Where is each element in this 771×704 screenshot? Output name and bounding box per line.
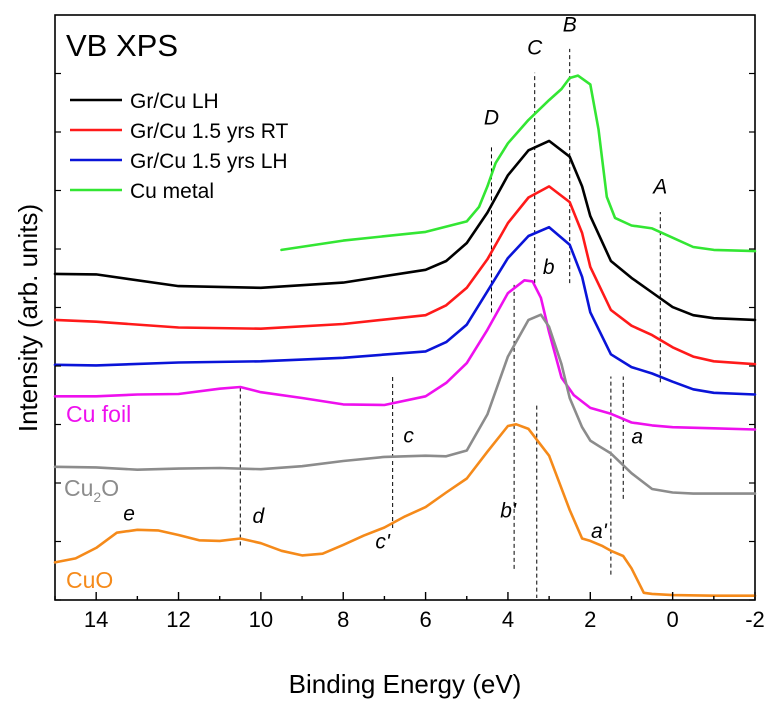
chart-title: VB XPS <box>66 28 178 63</box>
series-line-gr-cu-1-5-yrs-lh <box>53 225 757 396</box>
x-tick-label: 8 <box>337 607 349 632</box>
series-line-gr-cu-lh <box>53 139 757 322</box>
x-tick-label: 6 <box>419 607 431 632</box>
legend-label-gr-cu-lh: Gr/Cu LH <box>130 90 219 113</box>
y-axis-label: Intensity (arb. units) <box>13 204 43 432</box>
x-tick-label: 2 <box>584 607 596 632</box>
marker-label-cprime: c' <box>375 530 391 553</box>
x-tick-label: -2 <box>745 607 765 632</box>
curve-label-cu2o: Cu2O <box>64 475 119 505</box>
legend-label-gr-cu-1-5-yrs-lh: Gr/Cu 1.5 yrs LH <box>130 150 288 173</box>
series-line-cu-foil <box>53 279 757 431</box>
legend-label-gr-cu-1-5-yrs-rt: Gr/Cu 1.5 yrs RT <box>130 120 288 143</box>
marker-label-d: d <box>252 505 265 528</box>
x-tick-label: 12 <box>166 607 190 632</box>
marker-label-d: D <box>484 107 499 130</box>
marker-label-c: c <box>403 424 414 447</box>
marker-label-e: e <box>123 502 135 525</box>
curve-label-cuo: CuO <box>66 567 113 593</box>
series-line-gr-cu-1-5-yrs-rt <box>53 185 757 366</box>
legend: Gr/Cu LH Gr/Cu 1.5 yrs RT Gr/Cu 1.5 yrs LH… <box>70 90 288 203</box>
series-line-cuo <box>53 423 757 597</box>
marker-label-bprime: b' <box>500 500 517 523</box>
legend-label-cu-metal: Cu metal <box>130 180 214 203</box>
curve-label-cu-foil: Cu foil <box>66 401 131 427</box>
marker-label-a: a <box>631 426 643 449</box>
marker-label-b: b <box>543 256 555 279</box>
x-axis-label: Binding Energy (eV) <box>289 669 522 699</box>
marker-label-aprime: a' <box>591 520 608 543</box>
marker-label-c: C <box>527 37 543 60</box>
x-tick-label: 14 <box>84 607 108 632</box>
x-tick-label: 0 <box>667 607 679 632</box>
marker-label-a: A <box>651 175 667 198</box>
series-line-cu-metal <box>280 74 757 253</box>
x-tick-label: 10 <box>249 607 273 632</box>
series-line-cu-o <box>53 313 757 495</box>
marker-label-b: B <box>563 13 577 36</box>
x-tick-label: 4 <box>502 607 514 632</box>
